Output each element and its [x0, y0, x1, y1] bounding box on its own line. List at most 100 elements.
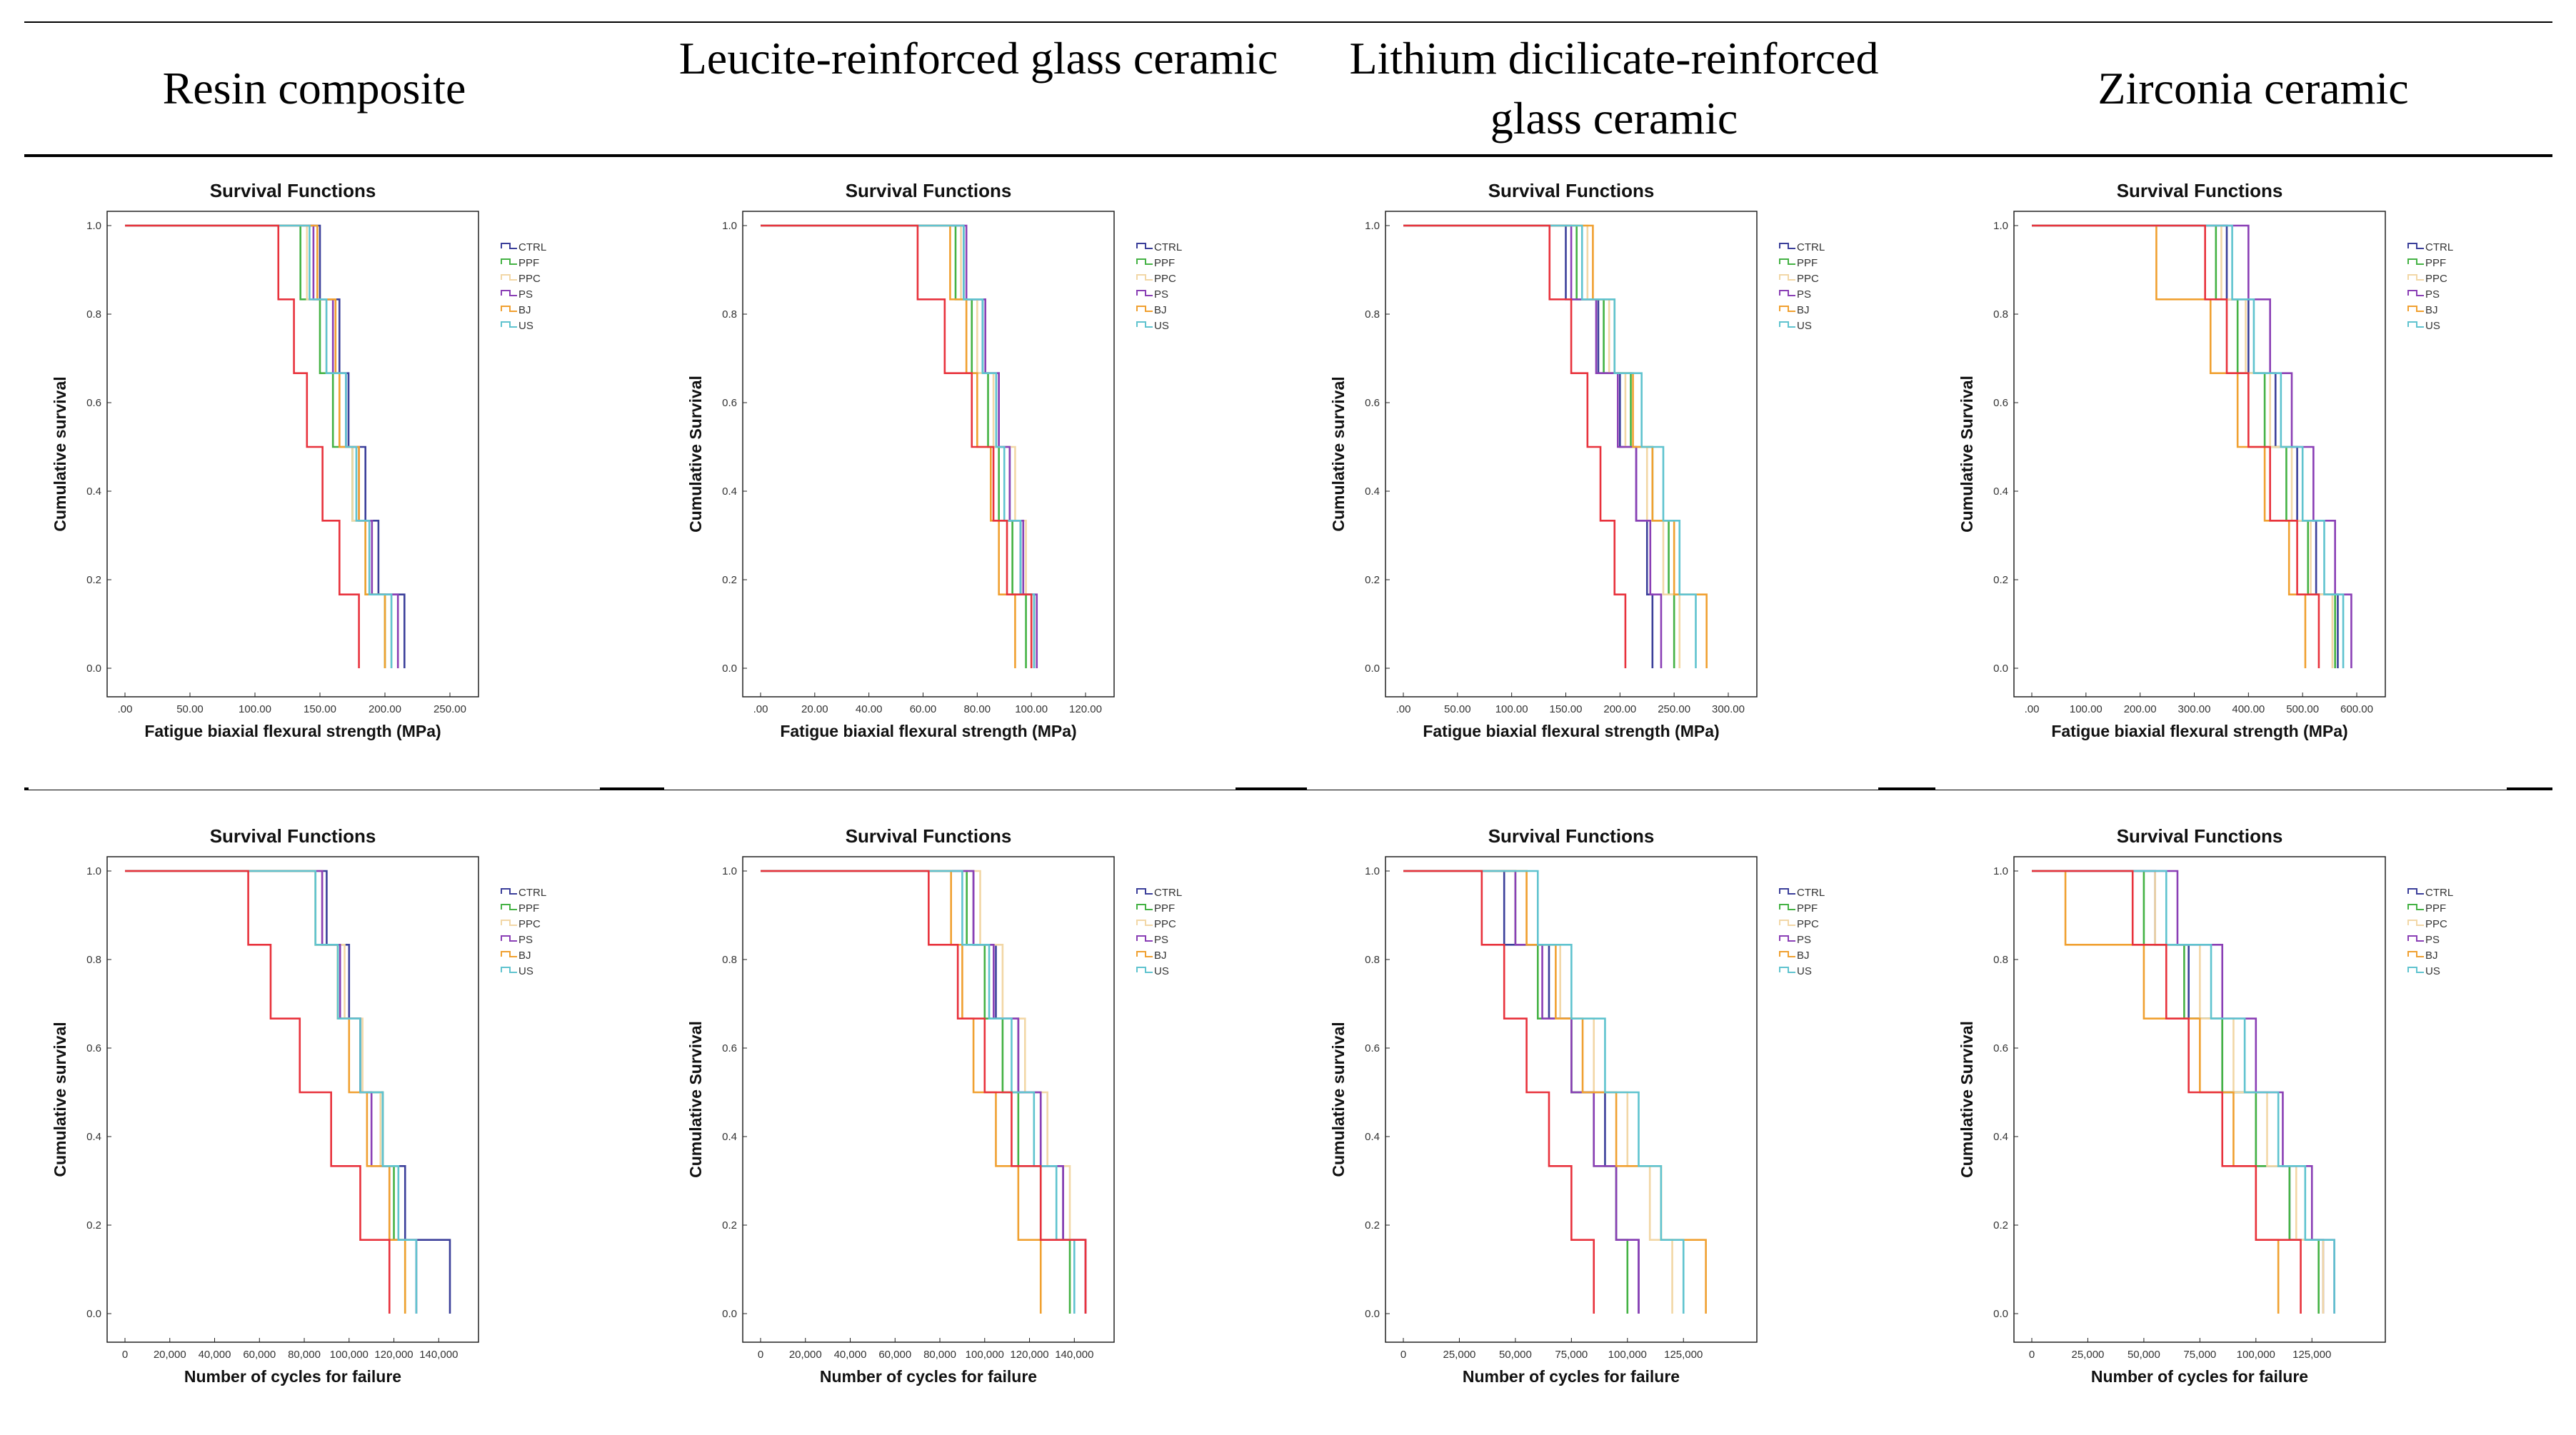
x-tick-label: 0 — [122, 1349, 128, 1361]
legend-label-ppc: PPC — [1797, 918, 1819, 930]
legend-label-ppf: PPF — [1154, 257, 1175, 269]
y-tick-label: 0.2 — [1993, 574, 2008, 586]
chart-svg: Survival Functions 0.0 0.2 0.4 0.6 0.8 1.0 .00 5… — [1329, 180, 1825, 740]
legend-label-ps: PS — [518, 288, 533, 301]
legend-swatch-ctrl — [1779, 243, 1795, 249]
legend-swatch-ppf — [501, 904, 517, 910]
x-tick-label: 120,000 — [1010, 1349, 1048, 1361]
y-tick-label: 0.0 — [86, 663, 101, 675]
legend-label-ctrl: CTRL — [1797, 241, 1825, 253]
legend-swatch-bj — [2407, 306, 2424, 312]
legend-swatch-ctrl — [2407, 888, 2424, 895]
legend-swatch-ppc — [1779, 920, 1795, 926]
survival-curve-ps — [2032, 870, 2335, 1314]
chart-panel-7: Survival Functions 0.0 0.2 0.4 0.6 0.8 1.0 0 25,… — [1935, 814, 2507, 1435]
chart-svg: Survival Functions 0.0 0.2 0.4 0.6 0.8 1.0 .00 1… — [1958, 180, 2453, 740]
y-tick-label: 0.6 — [722, 397, 737, 409]
legend-swatch-us — [2407, 321, 2424, 328]
y-tick-label: 1.0 — [86, 220, 101, 232]
legend-swatch-ctrl — [501, 888, 517, 895]
legend-label-ppc: PPC — [518, 273, 541, 285]
x-tick-label: .00 — [753, 703, 768, 715]
x-axis-label: Number of cycles for failure — [2091, 1367, 2308, 1386]
chart-svg: Survival Functions 0.0 0.2 0.4 0.6 0.8 1.0 0 20,… — [686, 825, 1182, 1386]
x-tick-label: .00 — [118, 703, 133, 715]
chart-panel-0: Survival Functions 0.0 0.2 0.4 0.6 0.8 1.0 .00 5… — [29, 168, 600, 790]
y-tick-label: 0.0 — [86, 1308, 101, 1320]
x-tick-label: 125,000 — [1664, 1349, 1703, 1361]
legend-swatch-us — [1136, 967, 1153, 973]
chart-panel-2: Survival Functions 0.0 0.2 0.4 0.6 0.8 1.0 .00 5… — [1307, 168, 1878, 790]
legend-swatch-ppc — [501, 920, 517, 926]
survival-curve-us — [1403, 224, 1697, 668]
chart-svg: Survival Functions 0.0 0.2 0.4 0.6 0.8 1.0 .00 5… — [51, 180, 546, 740]
x-tick-label: 0 — [1400, 1349, 1406, 1361]
legend-label-bj: BJ — [2425, 950, 2438, 962]
legend-label-ppc: PPC — [1797, 273, 1819, 285]
x-tick-label: 20.00 — [801, 703, 828, 715]
x-tick-label: 500.00 — [2286, 703, 2319, 715]
legend-swatch-bj — [1136, 951, 1153, 957]
y-tick-label: 1.0 — [1993, 220, 2008, 232]
x-tick-label: 140,000 — [419, 1349, 458, 1361]
chart-title: Survival Functions — [1488, 825, 1655, 847]
legend-label-ps: PS — [518, 934, 533, 946]
legend-swatch-bj — [501, 951, 517, 957]
x-tick-label: 100.00 — [2070, 703, 2103, 715]
legend-label-us: US — [1797, 320, 1812, 332]
y-tick-label: 0.2 — [722, 1219, 737, 1232]
y-tick-label: 0.0 — [1993, 663, 2008, 675]
y-tick-label: 1.0 — [1365, 865, 1380, 877]
x-axis-label: Number of cycles for failure — [820, 1367, 1037, 1386]
legend-label-ppf: PPF — [2425, 902, 2446, 915]
y-tick-label: 0.4 — [86, 485, 101, 498]
legend-swatch-ctrl — [501, 243, 517, 249]
column-header-leucite: Leucite-reinforced glass ceramic — [678, 33, 1278, 84]
y-tick-label: 0.6 — [86, 1042, 101, 1054]
legend-label-bj: BJ — [1154, 304, 1167, 316]
legend-swatch-ppc — [501, 274, 517, 281]
y-tick-label: 0.8 — [722, 308, 737, 321]
legend-label-ppc: PPC — [518, 918, 541, 930]
legend-swatch-ctrl — [1136, 888, 1153, 895]
x-tick-label: 60.00 — [910, 703, 937, 715]
x-tick-label: 100.00 — [1015, 703, 1048, 715]
y-tick-label: 1.0 — [722, 865, 737, 877]
survival-curve-ps — [761, 870, 1087, 1314]
x-tick-label: 100,000 — [966, 1349, 1004, 1361]
legend-label-ps: PS — [1154, 934, 1168, 946]
legend-label-ppc: PPC — [2425, 273, 2447, 285]
y-tick-label: 1.0 — [86, 865, 101, 877]
legend-label-us: US — [1154, 965, 1169, 977]
legend-swatch-ps — [1779, 290, 1795, 296]
survival-curve-ctrl — [1403, 224, 1654, 668]
x-tick-label: .00 — [2025, 703, 2040, 715]
legend-swatch-us — [501, 967, 517, 973]
column-header-lithium: Lithium dicilicate-reinforced glass cera… — [1349, 33, 1879, 144]
y-tick-label: 1.0 — [1993, 865, 2008, 877]
legend-swatch-bj — [2407, 951, 2424, 957]
legend-label-ps: PS — [2425, 288, 2440, 301]
x-tick-label: 25,000 — [1443, 1349, 1476, 1361]
legend-swatch-bj — [501, 306, 517, 312]
chart-panel-6: Survival Functions 0.0 0.2 0.4 0.6 0.8 1.0 0 25,… — [1307, 814, 1878, 1435]
y-axis-label: Cumulative survival — [1329, 376, 1348, 531]
legend-swatch-ppf — [1779, 258, 1795, 265]
x-tick-label: 50.00 — [1444, 703, 1471, 715]
x-axis-label: Fatigue biaxial flexural strength (MPa) — [144, 722, 441, 740]
legend-label-ppc: PPC — [2425, 918, 2447, 930]
chart-svg: Survival Functions 0.0 0.2 0.4 0.6 0.8 1.0 0 20,… — [51, 825, 546, 1386]
x-tick-label: 120.00 — [1069, 703, 1102, 715]
legend-label-ppf: PPF — [2425, 257, 2446, 269]
legend-label-us: US — [2425, 965, 2440, 977]
survival-curve-extra — [125, 870, 391, 1314]
x-axis-label: Fatigue biaxial flexural strength (MPa) — [780, 722, 1076, 740]
legend-label-ppf: PPF — [1797, 257, 1818, 269]
plot-frame — [742, 856, 1115, 1343]
survival-curve-extra — [2032, 870, 2302, 1314]
chart-title: Survival Functions — [1488, 180, 1655, 201]
legend-label-bj: BJ — [1797, 304, 1810, 316]
legend-swatch-ppc — [1136, 920, 1153, 926]
top-rule — [24, 21, 2552, 23]
legend-swatch-ppf — [2407, 904, 2424, 910]
